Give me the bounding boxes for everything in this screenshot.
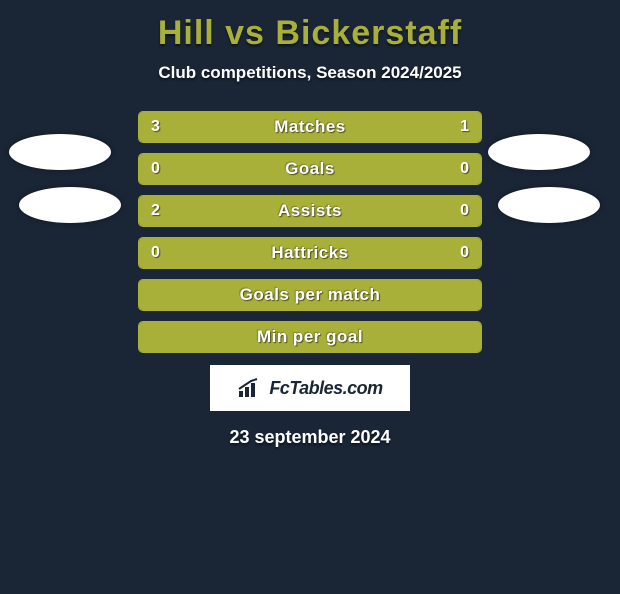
page-subtitle: Club competitions, Season 2024/2025 bbox=[0, 63, 620, 83]
stat-label: Goals per match bbox=[139, 280, 481, 310]
chart-icon bbox=[237, 377, 263, 399]
stat-label: Matches bbox=[139, 112, 481, 142]
brand-label: FcTables.com bbox=[269, 378, 382, 399]
stat-label: Min per goal bbox=[139, 322, 481, 352]
stat-row: 31Matches bbox=[138, 111, 482, 143]
stat-row: 00Hattricks bbox=[138, 237, 482, 269]
stat-label: Goals bbox=[139, 154, 481, 184]
avatar-placeholder-left bbox=[9, 134, 111, 170]
stat-label: Assists bbox=[139, 196, 481, 226]
infographic-date: 23 september 2024 bbox=[0, 427, 620, 448]
stat-row: 20Assists bbox=[138, 195, 482, 227]
brand-badge: FcTables.com bbox=[210, 365, 410, 411]
stat-row: Min per goal bbox=[138, 321, 482, 353]
avatar-placeholder-right bbox=[488, 134, 590, 170]
page-title: Hill vs Bickerstaff bbox=[0, 14, 620, 53]
stat-row: 00Goals bbox=[138, 153, 482, 185]
avatar-placeholder-right bbox=[498, 187, 600, 223]
avatar-placeholder-left bbox=[19, 187, 121, 223]
stat-label: Hattricks bbox=[139, 238, 481, 268]
stat-row: Goals per match bbox=[138, 279, 482, 311]
